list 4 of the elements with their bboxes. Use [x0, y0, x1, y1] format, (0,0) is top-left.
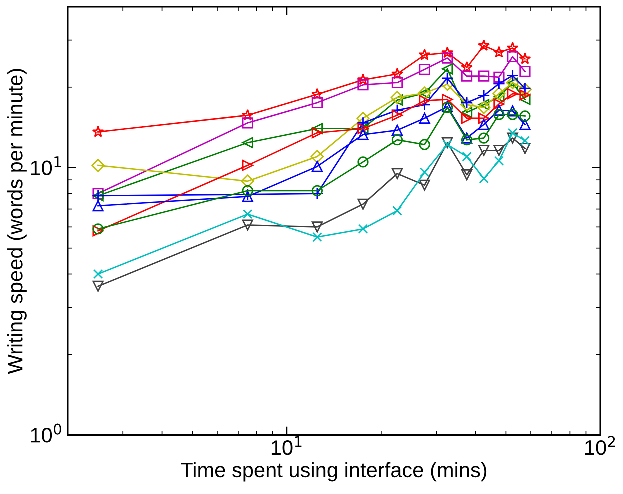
y-tick-label: 10$^{0}$ — [31, 424, 62, 443]
x-tick-label: 10$^{2}$ — [585, 436, 616, 456]
x-axis-title: Time spent using interface (mins) — [181, 462, 487, 482]
y-axis-title: Writing speed (words per minute) — [8, 69, 27, 374]
